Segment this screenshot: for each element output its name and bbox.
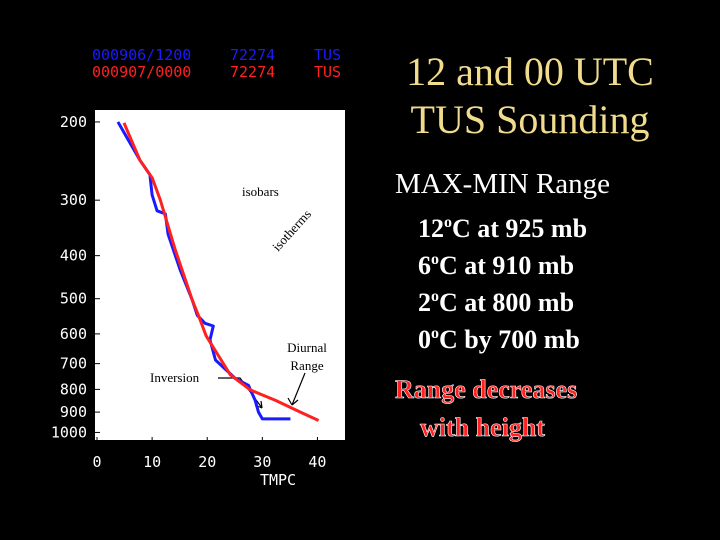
annotation: Diurnal [287, 340, 327, 355]
text-part: o [431, 251, 439, 268]
text-part: o [431, 325, 439, 342]
y-tick-label: 800 [60, 380, 87, 398]
legend-station: 72274 [230, 46, 275, 64]
x-axis-label: TMPC [260, 471, 296, 489]
title-line: TUS Sounding [411, 97, 650, 142]
annotation: isobars [242, 184, 279, 199]
y-tick-label: 700 [60, 355, 87, 373]
text-part: C at 800 mb [439, 288, 574, 317]
conclusion-line: Range decreases [395, 375, 577, 404]
text-part: C by 700 mb [439, 325, 580, 354]
range-line: 0oC by 700 mb [418, 325, 580, 354]
range-line: 6oC at 910 mb [418, 251, 574, 280]
x-tick-label: 30 [253, 453, 271, 471]
range-line: 2oC at 800 mb [418, 288, 574, 317]
y-tick-label: 300 [60, 191, 87, 209]
legend-site: TUS [314, 46, 341, 64]
conclusion-line: with height [420, 413, 545, 442]
text-part: 6 [418, 251, 431, 280]
range-line: 12oC at 925 mb [418, 214, 587, 243]
x-tick-label: 40 [308, 453, 326, 471]
y-tick-label: 600 [60, 325, 87, 343]
y-tick-label: 500 [60, 290, 87, 308]
text-part: C at 925 mb [452, 214, 587, 243]
title-line: 12 and 00 UTC [406, 49, 654, 94]
heading: MAX-MIN Range [395, 168, 610, 200]
annotation: Range [290, 358, 323, 373]
x-tick-label: 10 [143, 453, 161, 471]
plot-area [95, 110, 345, 440]
annotation: Inversion [150, 370, 200, 385]
text-part: o [431, 288, 439, 305]
y-tick-label: 400 [60, 247, 87, 265]
y-tick-label: 1000 [51, 423, 87, 441]
text-part: 12 [418, 214, 444, 243]
text-part: 0 [418, 325, 431, 354]
legend-name: 000907/0000 [92, 63, 191, 81]
legend-station: 72274 [230, 63, 275, 81]
text-part: 2 [418, 288, 431, 317]
x-tick-label: 0 [92, 453, 101, 471]
text-part: o [444, 214, 452, 231]
legend-name: 000906/1200 [92, 46, 191, 64]
text-part: C at 910 mb [439, 251, 574, 280]
x-tick-label: 20 [198, 453, 216, 471]
legend-site: TUS [314, 63, 341, 81]
sounding-line [122, 122, 320, 422]
y-tick-label: 200 [60, 113, 87, 131]
y-tick-label: 900 [60, 403, 87, 421]
